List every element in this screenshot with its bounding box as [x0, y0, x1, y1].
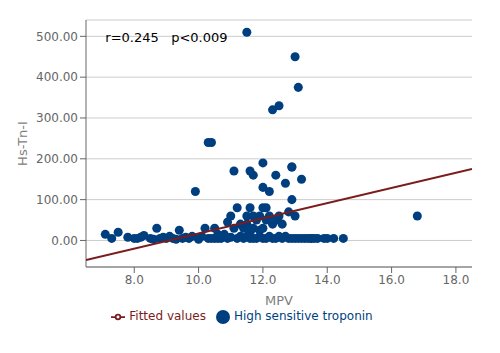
svg-text:18.0: 18.0 — [443, 273, 470, 287]
svg-text:100.00: 100.00 — [36, 193, 78, 207]
html-text:r=0.245 p<0.009: r=0.245 p<0.009 — [105, 29, 228, 45]
svg-text:Hs-Tn-I: Hs-Tn-I — [15, 121, 30, 166]
svg-text:8.0: 8.0 — [125, 273, 144, 287]
svg-text:200.00: 200.00 — [36, 152, 78, 166]
svg-text:10.0: 10.0 — [185, 273, 212, 287]
svg-text:MPV: MPV — [265, 293, 293, 308]
svg-text:500.00: 500.00 — [36, 30, 78, 44]
svg-text:12.0: 12.0 — [250, 273, 277, 287]
svg-text:16.0: 16.0 — [378, 273, 405, 287]
svg-text:400.00: 400.00 — [36, 70, 78, 84]
svg-text:14.0: 14.0 — [314, 273, 341, 287]
svg-text:0.00: 0.00 — [51, 234, 78, 248]
html-text:Fitted values: Fitted values — [129, 309, 206, 323]
svg-text:300.00: 300.00 — [36, 111, 78, 125]
html-text:High sensitive troponin: High sensitive troponin — [233, 309, 373, 323]
